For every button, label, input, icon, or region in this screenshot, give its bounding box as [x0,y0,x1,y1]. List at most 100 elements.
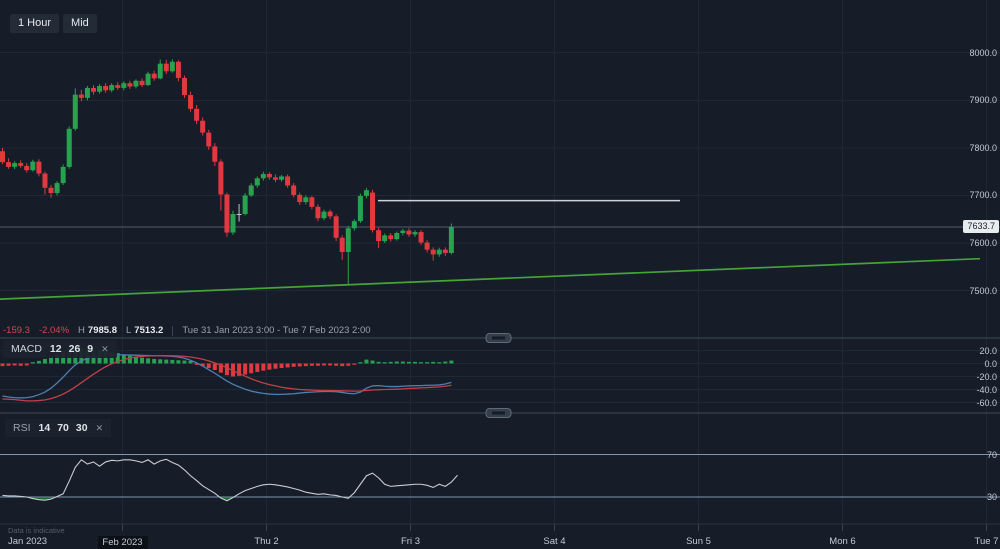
candle [121,81,127,91]
time-axis-label[interactable]: Jan 2023 [8,536,48,547]
macd-histogram-bar [425,362,430,364]
time-axis-label[interactable]: Thu 2 [254,536,279,547]
macd-histogram-bar [133,356,138,364]
candle [54,181,60,196]
rsi-tick-label: 30 [986,492,997,502]
macd-params: 12 26 9 [50,343,93,355]
macd-histogram-bar [218,363,223,373]
macd-tick-label: 20.0 [979,345,997,356]
macd-histogram-bar [30,362,35,364]
candle [90,85,96,95]
macd-histogram-bar [406,361,411,364]
macd-histogram-bar [224,363,229,376]
price-tick-label[interactable]: 7900.0 [969,95,997,106]
candle [151,70,157,81]
price-tick-label[interactable]: 7700.0 [969,190,997,201]
macd-histogram-bar [346,363,351,366]
candle [18,160,24,168]
price-tick-label[interactable]: 7600.0 [969,238,997,248]
time-axis-label[interactable]: Feb 2023 [97,536,148,549]
macd-histogram-bar [255,363,260,372]
indicator-param: 12 [49,343,62,355]
candle [376,227,382,249]
candle [400,228,406,236]
candle [194,105,200,125]
candle [6,158,12,169]
change-percent: -2.04% [38,325,70,336]
candle [157,59,163,80]
interval-button[interactable]: 1 Hour [10,14,60,33]
indicator-param: 9 [87,343,94,355]
session-low: L 7513.2 [125,325,164,336]
rsi-close-icon[interactable]: ✕ [95,422,104,433]
time-axis-label[interactable]: Fri 3 [401,536,420,547]
panel-resize-handle[interactable] [485,333,512,343]
candle [72,88,78,131]
time-axis-label[interactable]: Mon 6 [829,536,856,547]
time-axis-label[interactable]: Sat 4 [543,536,566,547]
candle [254,176,260,188]
macd-histogram-bar [243,363,248,375]
macd-histogram-bar [303,363,308,367]
session-high: H 7985.8 [78,325,117,336]
candle [145,71,151,87]
candle [394,231,400,241]
candle [327,209,333,220]
macd-histogram-bar [376,361,381,364]
macd-name: MACD [11,343,42,355]
candle [412,230,418,237]
macd-line [2,354,452,399]
macd-histogram-bar [36,360,41,364]
candle [309,195,315,210]
macd-histogram-bar [182,360,187,364]
candle [212,143,218,166]
macd-histogram-bar [188,360,193,364]
candle [315,204,321,222]
macd-histogram-bar [309,363,314,366]
info-separator [172,325,174,336]
candle [266,172,272,180]
macd-histogram-bar [6,363,11,366]
macd-histogram-bar [364,359,369,364]
macd-histogram-bar [267,363,272,370]
candle [436,247,442,257]
candle [12,161,18,170]
time-axis-label[interactable]: Sun 5 [686,536,711,547]
candle [345,225,351,285]
time-axis-label[interactable]: Tue 7 [974,536,999,547]
candle [24,163,30,173]
macd-histogram-bar [297,363,302,367]
macd-histogram-bar [321,363,326,366]
macd-histogram-bar [382,362,387,364]
candle [321,209,327,221]
candle [285,174,291,188]
candle [115,82,121,90]
price-tick-label[interactable]: 7500.0 [969,285,997,296]
candle [279,174,285,182]
candle [333,214,339,242]
macd-histogram-bar [394,361,399,364]
trendline-drawing[interactable] [0,257,981,300]
macd-signal-line [2,355,452,402]
price-tick-label[interactable]: 8000.0 [969,47,997,58]
macd-histogram-bar [49,357,54,364]
macd-histogram-bar [164,359,169,364]
macd-histogram-bar [315,363,320,366]
macd-histogram-bar [273,363,278,369]
candle [448,223,454,255]
candle [0,147,5,165]
price-type-button[interactable]: Mid [63,14,97,33]
macd-close-icon[interactable]: ✕ [101,343,109,354]
macd-histogram-bar [127,355,132,364]
price-info-bar: -159.3 -2.04% H 7985.8 L 7513.2 Tue 31 Jan… [3,325,371,336]
panel-resize-handle[interactable] [485,408,512,418]
macd-histogram-bar [194,363,199,365]
price-tick-label[interactable]: 7800.0 [969,142,997,153]
macd-histogram-bar [285,363,290,368]
candle [36,159,42,177]
candle [242,193,248,216]
macd-indicator-label: MACD 12 26 9 ✕ [3,340,117,358]
macd-histogram-bar [170,359,175,364]
candle [103,83,109,93]
